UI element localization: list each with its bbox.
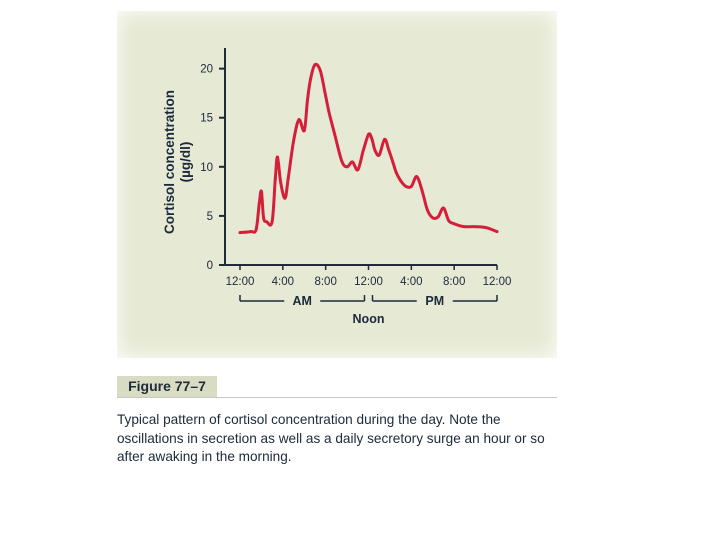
data-point: [254, 228, 258, 232]
x-tick-label: 4:00: [272, 276, 294, 288]
data-point: [262, 216, 265, 220]
x-tick-label: 12:00: [483, 276, 512, 288]
data-point: [306, 98, 309, 102]
y-axis-title: Cortisol concentration: [162, 90, 177, 234]
data-point: [309, 77, 313, 80]
data-point: [442, 206, 445, 210]
data-point: [404, 185, 408, 188]
data-point: [356, 168, 360, 172]
data-point: [431, 216, 435, 220]
data-point: [313, 63, 317, 67]
data-point: [367, 133, 370, 136]
data-point: [383, 137, 386, 141]
x-tick-label: 8:00: [443, 276, 465, 288]
data-point: [260, 189, 263, 193]
data-point: [463, 225, 467, 229]
data-point: [377, 153, 381, 157]
data-point: [270, 220, 274, 224]
data-point: [361, 149, 365, 153]
data-point: [276, 155, 279, 159]
data-point: [327, 110, 331, 114]
data-point: [415, 175, 419, 179]
chart-axes: 0 5 10 15 20 12:00 4:00 8:00 12:00 4:00 8:00 12:00 A…: [200, 48, 511, 326]
data-point: [447, 219, 451, 223]
data-point: [387, 148, 391, 152]
data-point: [420, 188, 424, 192]
data-point: [273, 177, 277, 181]
data-point: [286, 177, 290, 181]
data-point: [458, 224, 461, 228]
data-point: [409, 185, 413, 188]
y-tick-label: 5: [207, 211, 213, 223]
x-tick-label: 12:00: [354, 276, 383, 288]
data-point: [265, 220, 269, 224]
data-point: [345, 165, 349, 169]
data-point: [351, 160, 354, 164]
cortisol-chart: 0 5 10 15 20 12:00 4:00 8:00 12:00 4:00 8:00 12:00 A…: [162, 48, 511, 326]
data-point: [436, 215, 440, 219]
x-tick-label: 12:00: [226, 276, 255, 288]
data-point: [318, 69, 322, 72]
data-point: [391, 161, 395, 165]
data-point: [302, 129, 306, 132]
data-point: [249, 230, 253, 234]
chart-panel: 0 5 10 15 20 12:00 4:00 8:00 12:00 4:00 8:00 12:00 A…: [117, 11, 557, 358]
data-point: [399, 179, 403, 182]
data-point: [292, 139, 295, 143]
am-label: AM: [293, 294, 312, 308]
data-point: [425, 208, 429, 212]
x-tick-label: 4:00: [400, 276, 422, 288]
y-tick-label: 15: [200, 113, 213, 125]
figure-rule: [117, 397, 557, 398]
data-point: [332, 131, 336, 134]
data-point: [452, 222, 456, 226]
series-line-0: [238, 62, 499, 235]
data-point: [474, 225, 477, 229]
data-point: [297, 118, 301, 122]
data-point: [370, 136, 374, 140]
data-point: [495, 230, 499, 234]
y-axis-unit: (µg/dl): [178, 142, 193, 183]
y-tick-label: 10: [200, 162, 213, 174]
data-point: [373, 148, 377, 152]
data-point: [394, 171, 398, 175]
data-point: [484, 226, 488, 230]
data-point: [340, 159, 344, 163]
figure-caption: Typical pattern of cortisol concentratio…: [117, 412, 545, 464]
x-tick-label: 8:00: [314, 276, 336, 288]
data-point: [238, 231, 242, 235]
data-point: [324, 94, 328, 98]
data-point: [279, 181, 283, 184]
figure-label: Figure 77–7: [117, 376, 217, 397]
pm-label: PM: [425, 294, 444, 308]
chart-marks: [238, 62, 499, 235]
y-tick-label: 20: [200, 64, 213, 76]
data-point: [283, 196, 287, 200]
y-tick-label: 0: [207, 260, 213, 272]
data-point: [257, 201, 261, 205]
noon-label: Noon: [353, 312, 385, 326]
